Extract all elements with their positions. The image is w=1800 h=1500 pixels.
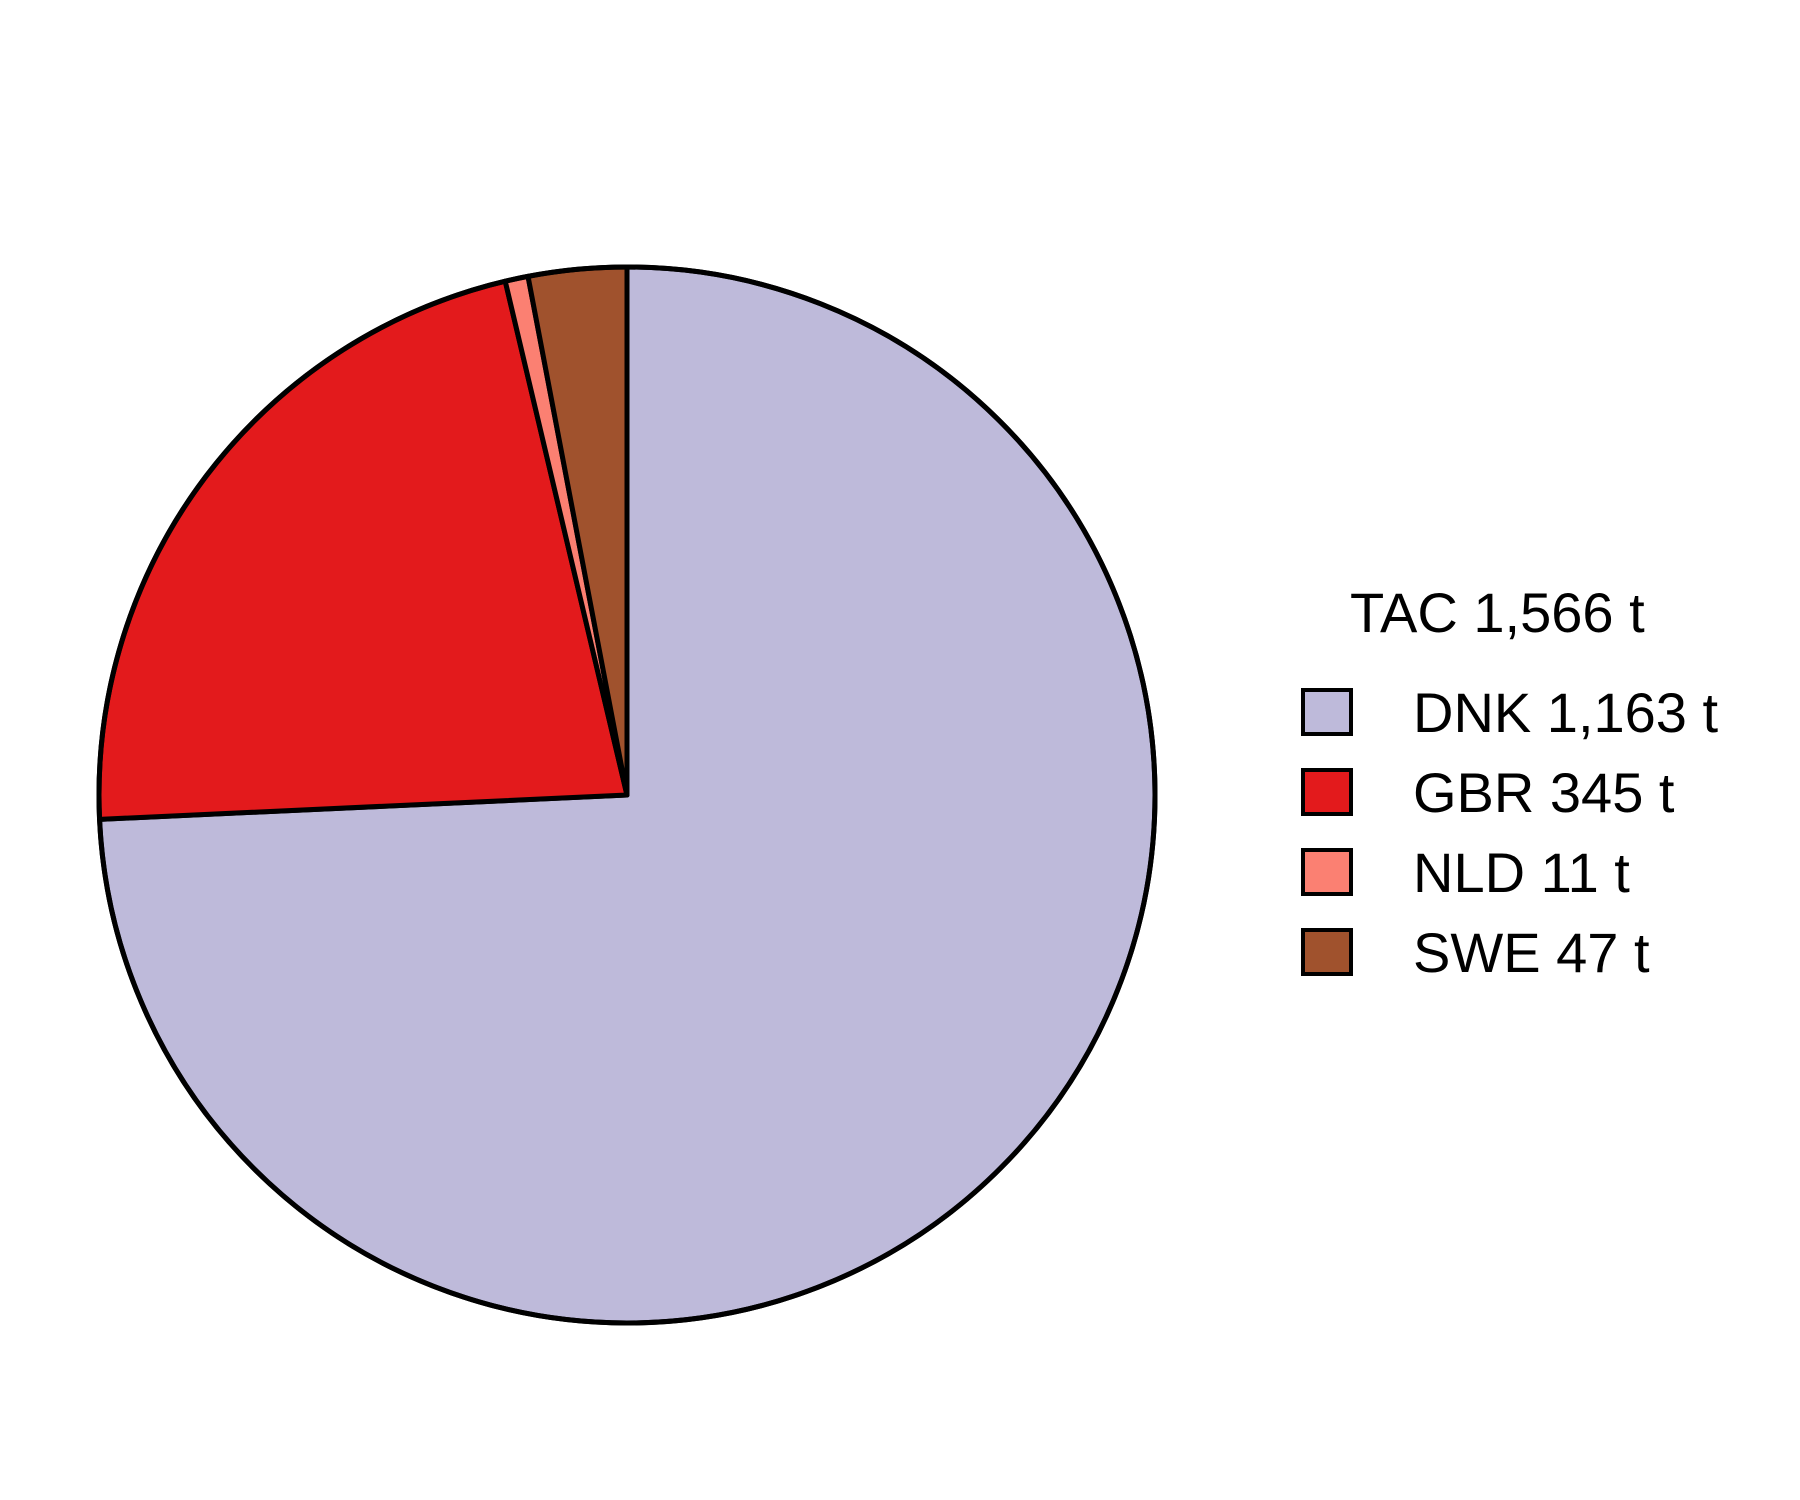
legend-swatch-dnk — [1301, 688, 1353, 736]
legend-item-swe: SWE 47 t — [1301, 921, 1650, 984]
legend-swatch-gbr — [1301, 768, 1353, 816]
legend-item-gbr: GBR 345 t — [1301, 761, 1675, 824]
legend-title: TAC 1,566 t — [1350, 581, 1645, 644]
legend-items: DNK 1,163 t GBR 345 t NLD 11 t SWE 47 t — [1301, 681, 1718, 984]
legend-label-gbr: GBR 345 t — [1413, 761, 1675, 824]
legend-swatch-swe — [1301, 928, 1353, 976]
legend-swatch-nld — [1301, 848, 1353, 896]
legend: TAC 1,566 t DNK 1,163 t GBR 345 t NLD 11 t… — [1301, 581, 1718, 984]
legend-label-swe: SWE 47 t — [1413, 921, 1650, 984]
legend-item-nld: NLD 11 t — [1301, 841, 1630, 904]
pie-outline — [96, 264, 1158, 1326]
legend-label-dnk: DNK 1,163 t — [1413, 681, 1718, 744]
legend-label-nld: NLD 11 t — [1413, 841, 1630, 904]
legend-item-dnk: DNK 1,163 t — [1301, 681, 1718, 744]
pie-slices — [96, 264, 1158, 1326]
